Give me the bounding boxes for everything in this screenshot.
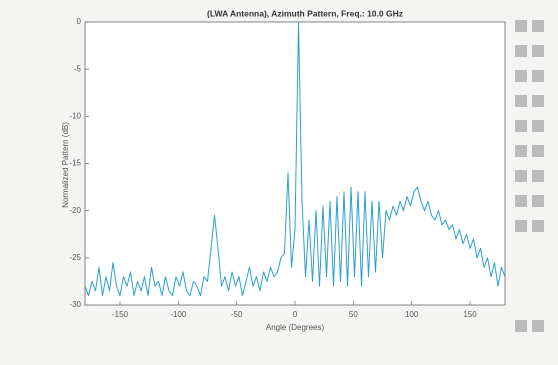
y-tick-label: 0 bbox=[77, 17, 82, 26]
x-tick-label: 50 bbox=[349, 310, 358, 319]
y-tick-label: -10 bbox=[69, 111, 81, 120]
y-tick-label: -25 bbox=[69, 253, 81, 262]
y-tick-label: -30 bbox=[69, 300, 81, 309]
pattern-line bbox=[84, 21, 506, 297]
x-tick-label: -100 bbox=[170, 310, 187, 319]
y-axis-label: Normalized Pattern (dB) bbox=[61, 122, 70, 208]
x-tick-label: 0 bbox=[293, 310, 298, 319]
decor-squares bbox=[515, 20, 544, 332]
x-tick-label: 100 bbox=[405, 310, 419, 319]
y-tick-label: -5 bbox=[74, 64, 82, 73]
x-tick-label: -50 bbox=[231, 310, 243, 319]
x-axis-label: Angle (Degrees) bbox=[266, 323, 325, 332]
chart-title: (LWA Antenna), Azimuth Pattern, Freq.: 1… bbox=[207, 8, 403, 18]
y-tick-label: -20 bbox=[69, 206, 81, 215]
x-tick-label: -150 bbox=[112, 310, 129, 319]
plot-area bbox=[84, 21, 506, 306]
x-tick-label: 150 bbox=[463, 310, 477, 319]
y-tick-label: -15 bbox=[69, 159, 81, 168]
